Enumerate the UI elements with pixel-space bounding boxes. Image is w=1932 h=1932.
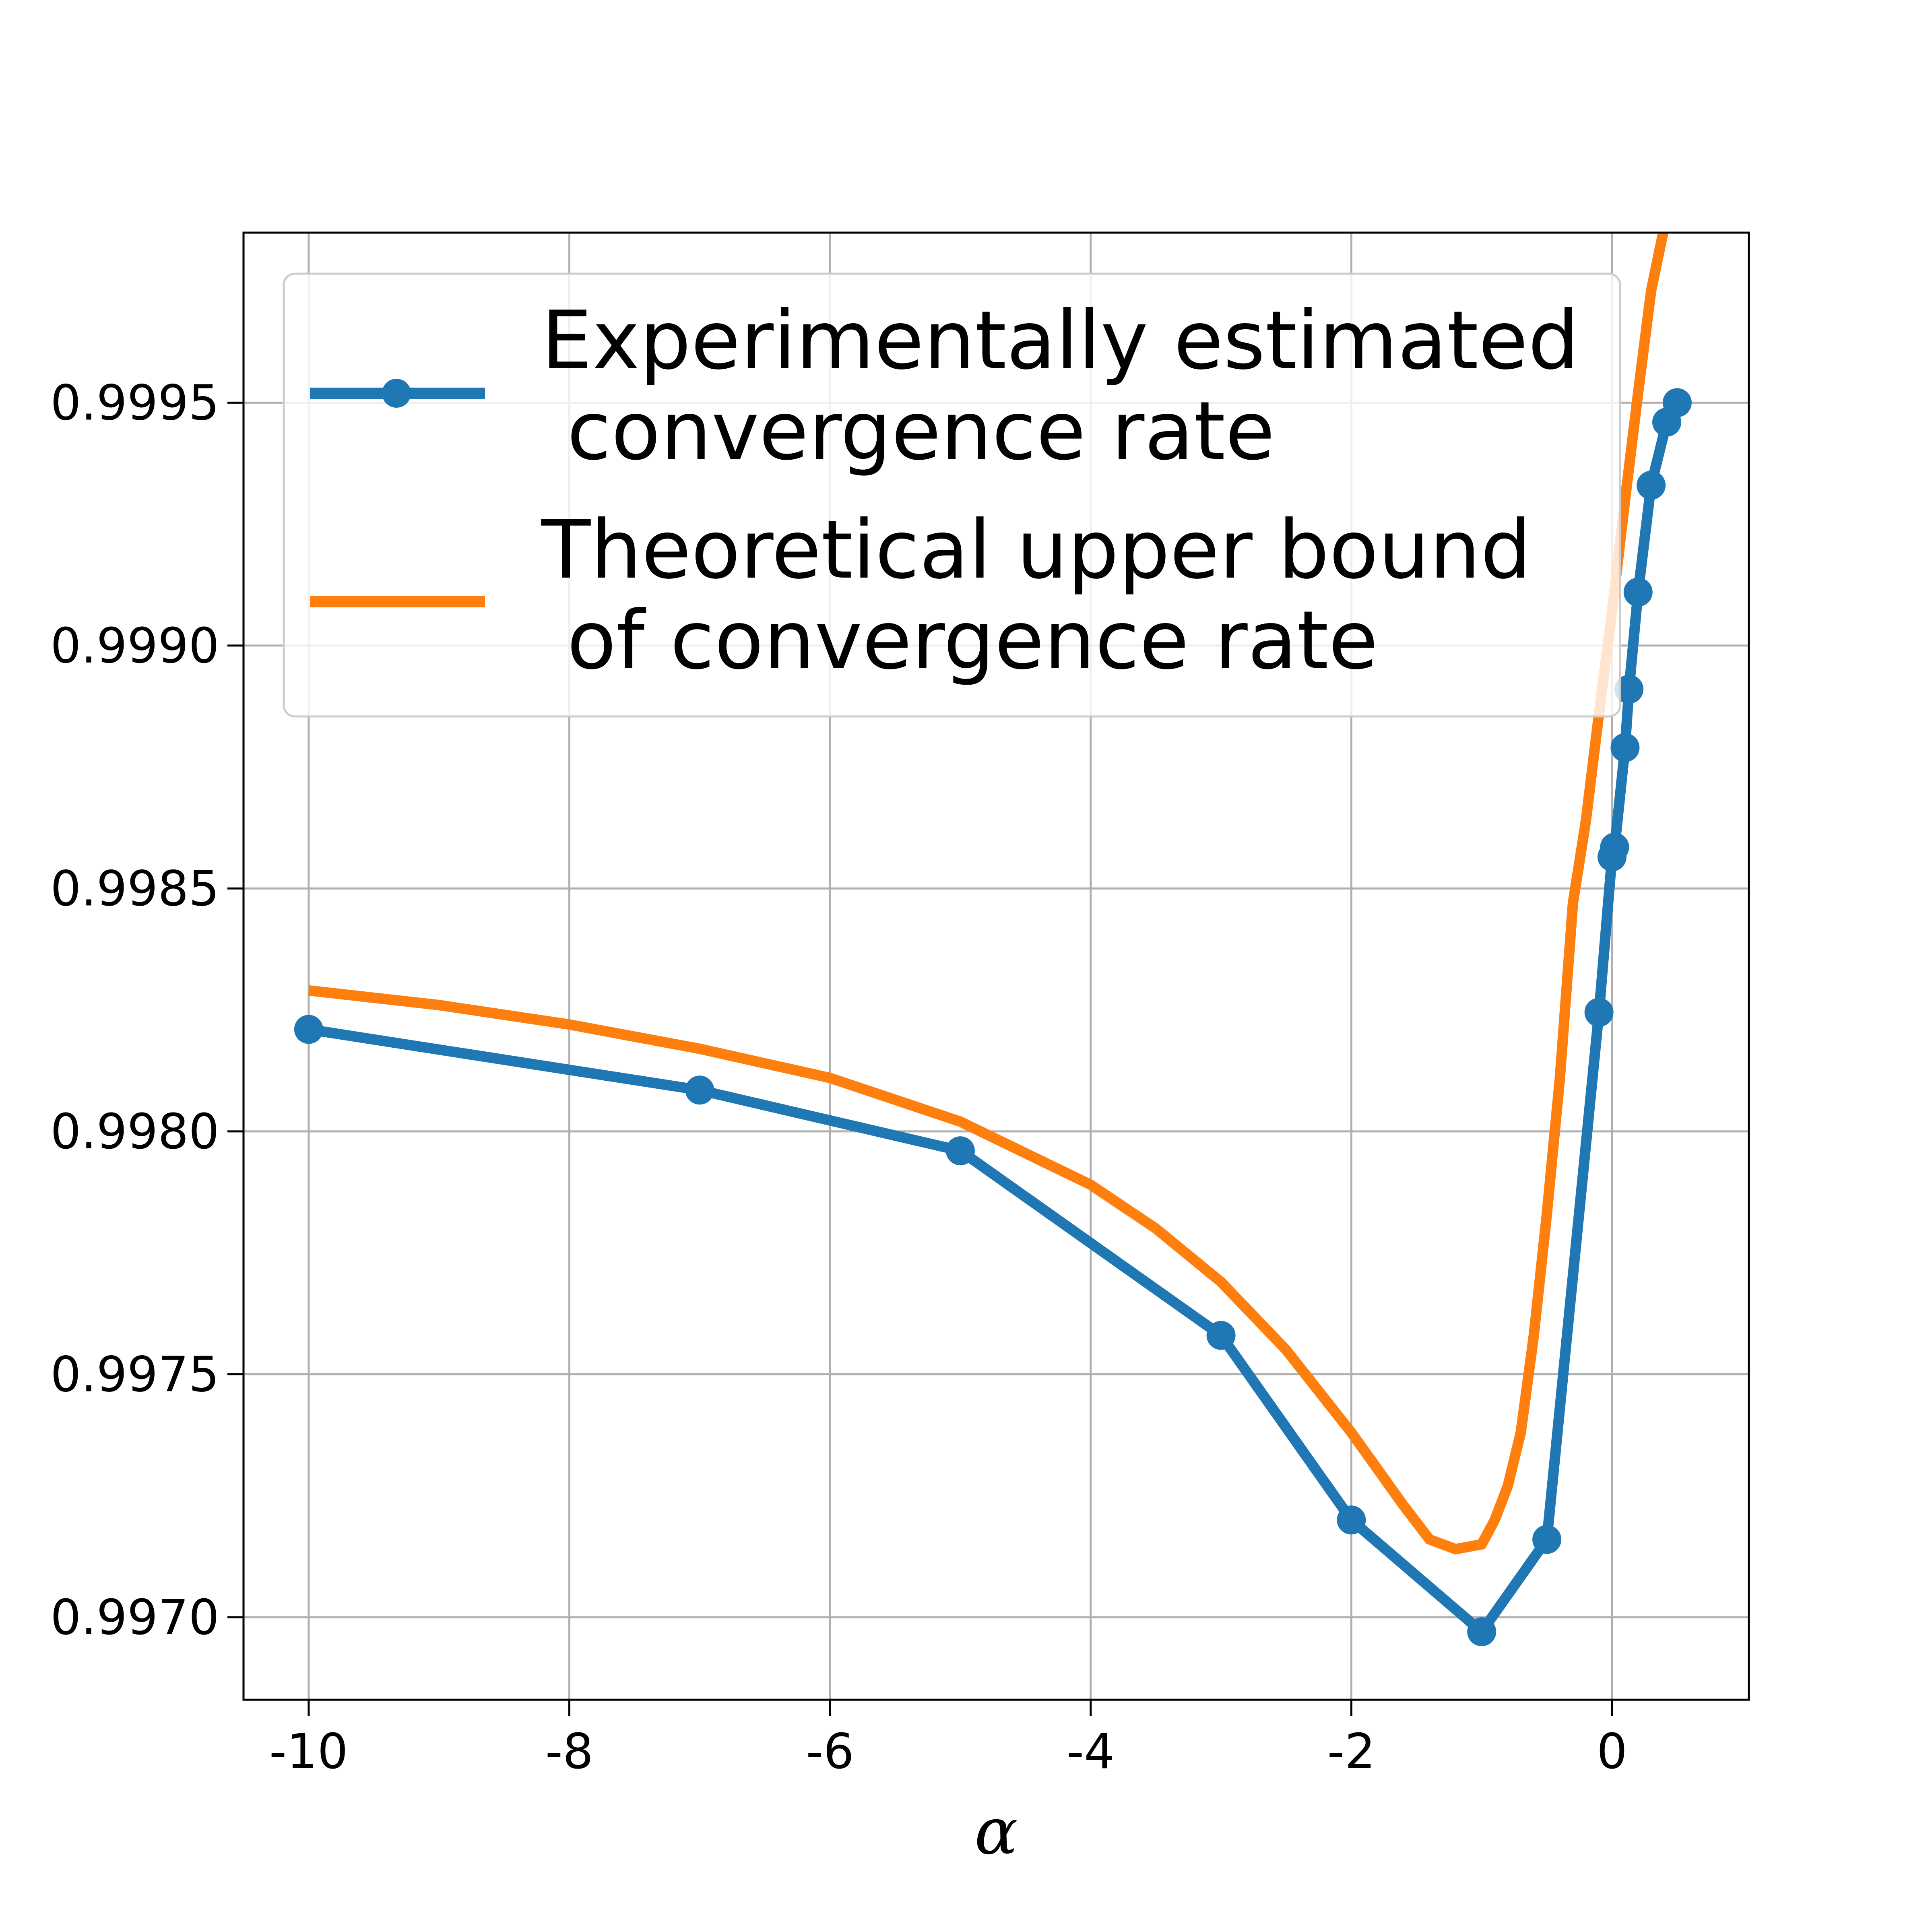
y-tick-label: 0.9970 [50, 1590, 219, 1646]
experimental-data-point [1532, 1525, 1562, 1554]
y-tick-label: 0.9995 [50, 375, 219, 431]
experimental-data-point [1662, 388, 1692, 417]
experimental-data-point [1467, 1617, 1496, 1647]
x-tick-label: -2 [1327, 1724, 1376, 1780]
y-tick-label: 0.9975 [50, 1347, 219, 1403]
tick-labels: -10 -8 -6 -4 -2 0 0.9970 0.9975 0.9980 0.9985 0.99… [50, 375, 1627, 1780]
experimental-data-point [1614, 675, 1644, 704]
legend-label-theoretical-line1: Theoretical upper bound [541, 503, 1532, 597]
y-tick-label: 0.9980 [50, 1104, 219, 1160]
experimental-data-point [685, 1075, 714, 1105]
experimental-data-point [945, 1136, 975, 1166]
y-tick-label: 0.9990 [50, 618, 219, 674]
experimental-data-point [1610, 733, 1640, 762]
y-tick-label: 0.9985 [50, 861, 219, 917]
experimental-series-line [308, 400, 1682, 1637]
legend-marker-experimental [382, 379, 411, 408]
x-tick-label: -8 [545, 1724, 594, 1780]
x-tick-label: -4 [1067, 1724, 1115, 1780]
legend-label-experimental-line1: Experimentally estimated [541, 294, 1579, 388]
experimental-data-point [1600, 832, 1629, 862]
experimental-data-point [1623, 578, 1653, 607]
legend-label-theoretical-line2: of convergence rate [541, 594, 1378, 687]
x-tick-label: -6 [806, 1724, 854, 1780]
x-tick-label: -10 [269, 1724, 348, 1780]
experimental-data-point [294, 1015, 323, 1044]
experimental-data-point [1206, 1321, 1236, 1350]
x-tick-label: 0 [1597, 1724, 1627, 1780]
experimental-data-point [1337, 1505, 1366, 1535]
legend: Experimentally estimated convergence rat… [283, 272, 1621, 718]
x-axis-label: α [974, 1794, 1018, 1869]
experimental-data-point [1584, 998, 1614, 1027]
legend-box [283, 272, 1621, 718]
plot-frame [242, 231, 1750, 1701]
experimental-data-point [1637, 471, 1666, 500]
legend-label-experimental-line2: convergence rate [541, 384, 1275, 478]
